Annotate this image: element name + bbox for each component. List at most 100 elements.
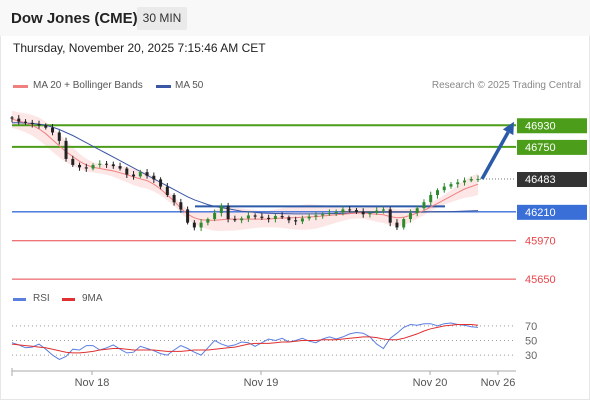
rsi-legend-label: RSI [33, 293, 50, 304]
rsi-tick-30: 30 [525, 350, 537, 362]
candle-body [273, 216, 277, 220]
candle-body [435, 190, 439, 195]
candle-body [98, 163, 102, 165]
candle-body [361, 211, 365, 215]
rsi-ma-legend-swatch [62, 298, 75, 301]
candle-body [192, 222, 196, 228]
candle-body [111, 164, 115, 167]
ma20-line [11, 118, 479, 221]
candle-body [145, 172, 149, 176]
candle-body [314, 215, 318, 217]
candle-body [300, 218, 304, 222]
candle-body [152, 175, 156, 180]
candle-body [321, 214, 325, 216]
ma50-legend-swatch [156, 85, 171, 88]
candle-body [402, 219, 406, 228]
ma50-line [12, 122, 479, 215]
level-label-46750: 46750 [525, 142, 556, 154]
candle-body [213, 213, 217, 220]
candle-body [253, 215, 257, 217]
candle-body [24, 121, 28, 123]
candle-body [71, 158, 75, 165]
credit-text: Research © 2025 Trading Central [431, 80, 581, 91]
candle-body [172, 195, 176, 203]
candle-body [51, 127, 55, 133]
candle-body [449, 184, 453, 187]
candle-body [462, 180, 466, 183]
candle-body [240, 218, 244, 221]
rsi-tick-50: 50 [525, 336, 537, 348]
candle-body [368, 213, 372, 215]
candle-body [381, 209, 385, 211]
candle-body [199, 222, 203, 228]
rsi-ma-line [11, 324, 479, 354]
ma50-legend-label: MA 50 [175, 80, 204, 91]
candle-body [91, 164, 95, 169]
ma20-legend-swatch [13, 85, 28, 88]
candle-body [118, 166, 122, 169]
trend-arrow-head [502, 121, 514, 136]
candle-body [456, 182, 460, 185]
candle-body [17, 118, 21, 122]
candle-body [165, 186, 169, 195]
candle-body [267, 217, 271, 220]
trend-arrow-shaft [480, 131, 510, 180]
candle-body [354, 210, 358, 212]
candle-body [429, 195, 433, 203]
candle-body [233, 219, 237, 221]
candle-body [30, 122, 34, 125]
candle-body [57, 132, 61, 141]
candle-body [260, 216, 264, 218]
candle-body [341, 209, 345, 212]
x-tick-label: Nov 20 [413, 377, 448, 389]
rsi-tick-70: 70 [525, 321, 537, 333]
candle-body [280, 216, 284, 218]
candle-body [422, 202, 426, 209]
candle-body [132, 174, 136, 177]
candle-body [246, 215, 250, 219]
rsi-ma-legend-label: 9MA [82, 293, 103, 304]
timestamp: Thursday, November 20, 2025 7:15:46 AM C… [13, 41, 266, 55]
level-tag-46930 [517, 118, 587, 134]
header-bar: Dow Jones (CME) 30 MIN [0, 0, 590, 36]
instrument-title: Dow Jones (CME) [11, 10, 138, 27]
candle-body [84, 167, 88, 169]
candle-body [206, 219, 210, 223]
candle-body [476, 179, 480, 181]
last-price-label: 46483 [525, 174, 556, 186]
candle-body [415, 208, 419, 214]
candle-body [186, 209, 190, 223]
level-label-45970: 45970 [525, 236, 556, 248]
candle-body [125, 168, 129, 175]
candle-body [44, 125, 48, 128]
x-tick-label: Nov 19 [244, 377, 279, 389]
timeframe-button[interactable]: 30 MIN [137, 7, 187, 30]
candle-body [37, 124, 41, 126]
level-tag-46210 [517, 204, 587, 220]
candle-body [287, 217, 291, 221]
candle-body [334, 211, 338, 214]
candle-body [442, 186, 446, 191]
candle-body [375, 210, 379, 214]
x-tick-label: Nov 26 [481, 377, 516, 389]
candle-body [395, 222, 399, 228]
candle-body [10, 117, 14, 119]
rsi-line [11, 322, 479, 360]
candle-body [226, 205, 230, 220]
candle-body [408, 213, 412, 220]
level-label-45650: 45650 [525, 274, 556, 286]
candle-body [159, 179, 163, 187]
candle-body [307, 216, 311, 219]
candle-body [294, 220, 298, 222]
rsi-legend-swatch [13, 298, 26, 301]
level-label-46930: 46930 [525, 120, 556, 132]
candle-body [78, 164, 82, 168]
level-label-46210: 46210 [525, 207, 556, 219]
last-price-tag [517, 172, 587, 188]
candle-body [179, 202, 183, 210]
ma20-legend-label: MA 20 + Bollinger Bands [33, 80, 143, 91]
candle-body [469, 179, 473, 181]
candle-body [138, 172, 142, 177]
candle-body [64, 140, 68, 159]
